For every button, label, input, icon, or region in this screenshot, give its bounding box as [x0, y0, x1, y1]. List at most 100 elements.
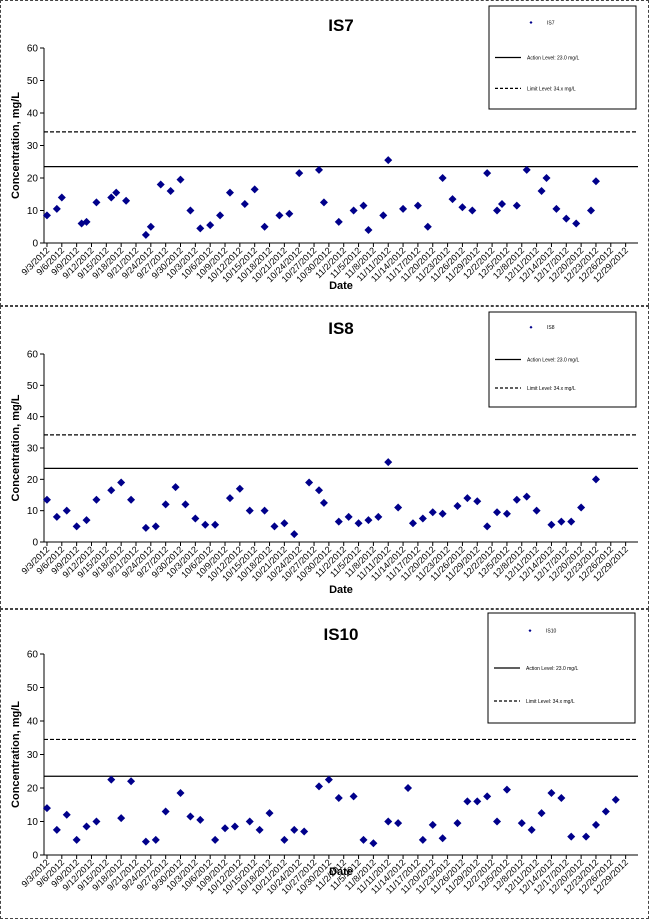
data-point	[473, 797, 482, 806]
data-point	[483, 522, 492, 531]
legend-label: IS10	[546, 629, 557, 635]
data-point	[52, 512, 61, 521]
data-point	[399, 204, 408, 213]
data-point	[522, 492, 531, 501]
data-point	[359, 835, 368, 844]
data-point	[354, 519, 363, 528]
data-point	[146, 222, 155, 231]
data-point	[522, 165, 531, 174]
data-point	[127, 495, 136, 504]
legend-label: Limit Level: 34.x mg/L	[526, 699, 575, 705]
data-point	[290, 530, 299, 539]
y-tick-label: 50	[27, 683, 39, 694]
data-point	[280, 835, 289, 844]
data-point	[240, 200, 249, 208]
data-point	[557, 517, 566, 526]
data-point	[156, 180, 165, 189]
data-point	[42, 495, 51, 504]
data-point	[141, 230, 150, 239]
data-point	[42, 804, 51, 813]
data-point	[72, 835, 81, 844]
data-point	[562, 214, 571, 223]
data-point	[92, 198, 101, 207]
data-point	[255, 825, 264, 834]
data-point	[171, 483, 180, 492]
data-point	[463, 797, 472, 806]
data-point	[295, 169, 304, 178]
data-point	[92, 817, 101, 826]
data-point	[418, 835, 427, 844]
data-point	[275, 211, 284, 220]
data-point	[319, 198, 328, 207]
data-point	[611, 795, 620, 804]
y-axis-label: Concentration, mg/L	[10, 394, 22, 501]
data-point	[270, 522, 279, 531]
data-point	[245, 817, 254, 826]
data-point	[497, 200, 506, 208]
y-axis-label: Concentration, mg/L	[10, 701, 22, 808]
data-point	[92, 495, 101, 504]
data-point	[567, 832, 576, 841]
data-point	[547, 520, 556, 529]
data-point	[62, 810, 71, 819]
legend-label: IS7	[547, 20, 555, 26]
data-point	[216, 211, 225, 220]
data-point	[107, 193, 116, 202]
data-point	[374, 512, 383, 521]
data-point	[221, 824, 230, 833]
data-point	[206, 221, 215, 230]
data-point	[344, 512, 353, 521]
data-point	[413, 201, 422, 210]
x-axis-label: Date	[329, 280, 353, 292]
data-point	[547, 789, 556, 798]
data-point	[493, 206, 502, 215]
data-point	[428, 508, 437, 517]
data-point	[176, 175, 185, 184]
data-point	[458, 203, 467, 212]
data-point	[250, 185, 259, 194]
data-point	[468, 206, 477, 215]
y-tick-label: 30	[27, 141, 39, 152]
y-tick-label: 0	[32, 239, 38, 250]
data-point	[314, 486, 323, 495]
data-point	[512, 201, 521, 210]
data-point	[225, 494, 234, 503]
y-tick-label: 30	[27, 750, 39, 761]
y-tick-label: 60	[27, 44, 39, 55]
data-point	[117, 478, 126, 487]
x-axis-label: Date	[329, 866, 353, 878]
data-point	[324, 775, 333, 784]
data-point	[141, 523, 150, 532]
data-point	[161, 807, 170, 816]
chart-panel-is10: IS10 0 10 20 30 40 50 60 Concentration, mg/L 9/3/…	[0, 609, 649, 919]
data-point	[502, 785, 511, 794]
y-tick-label: 60	[27, 350, 39, 361]
data-point	[52, 825, 61, 834]
y-tick-label: 40	[27, 412, 39, 423]
data-point	[82, 217, 91, 226]
y-tick-label: 10	[27, 206, 39, 217]
data-point	[314, 165, 323, 174]
data-point	[285, 209, 294, 218]
chart-panel-is8: IS8 0 10 20 30 40 50 60 Concentration, mg/L 9/3/2…	[0, 306, 649, 609]
legend-label: Action Level: 23.0 mg/L	[526, 666, 578, 672]
legend: IS10 Action Level: 23.0 mg/L Limit Level: …	[487, 612, 636, 724]
data-point	[537, 187, 546, 195]
data-point	[334, 517, 343, 526]
data-point	[567, 517, 576, 526]
legend-label: Action Level: 23.0 mg/L	[527, 56, 579, 62]
data-point	[314, 782, 323, 791]
data-point	[532, 506, 541, 515]
y-tick-label: 40	[27, 717, 39, 728]
y-tick-label: 20	[27, 174, 39, 185]
data-point	[364, 226, 373, 234]
data-point	[493, 817, 502, 826]
data-point	[166, 187, 175, 195]
data-point	[349, 206, 358, 215]
data-point	[191, 514, 200, 523]
data-point	[379, 211, 388, 220]
data-point	[290, 825, 299, 834]
legend-marker	[529, 20, 533, 24]
